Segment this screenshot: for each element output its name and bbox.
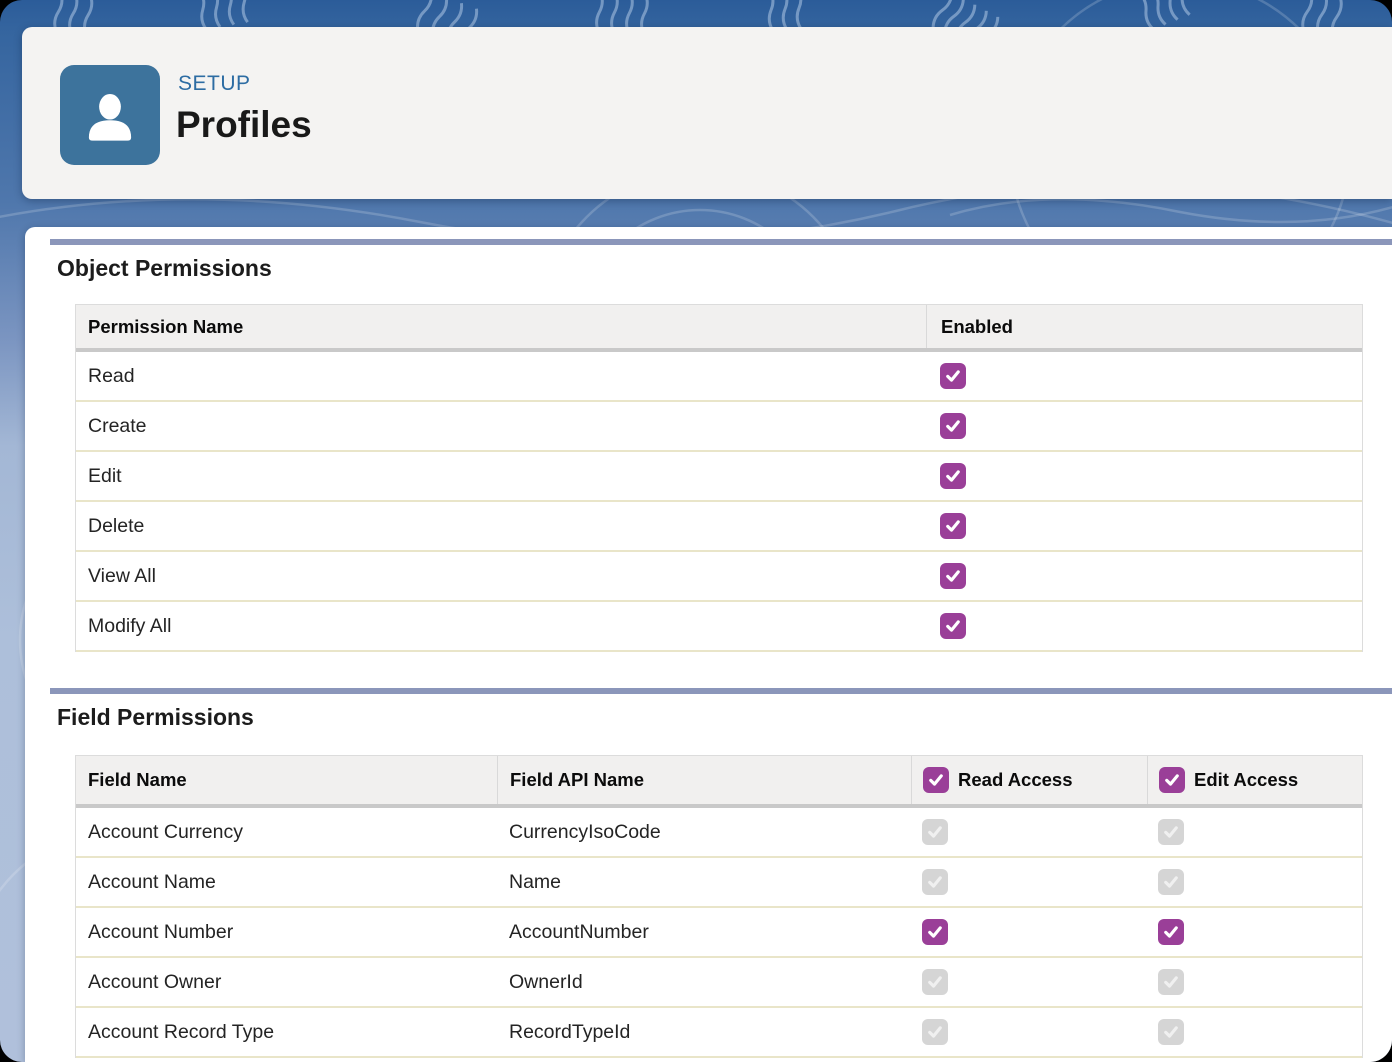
table-row: Account Record Type RecordTypeId [76,1008,1362,1058]
field-name-cell: Account Number [88,920,234,943]
edit-access-checkbox [1158,819,1184,845]
column-header-permission-name: Permission Name [88,315,244,337]
column-header-edit-access: Edit Access [1147,756,1362,804]
table-header-row: Field Name Field API Name Read Access Ed… [76,756,1362,808]
field-api-name-cell: AccountNumber [509,920,649,943]
checkbox-read-enabled[interactable] [940,363,966,389]
user-icon [60,65,160,165]
field-api-name-cell: CurrencyIsoCode [509,820,661,843]
read-access-checkbox[interactable] [922,919,948,945]
select-all-edit-access-checkbox[interactable] [1159,767,1185,793]
read-access-checkbox [922,819,948,845]
section-title-field-permissions: Field Permissions [57,704,254,730]
read-access-checkbox [922,869,948,895]
checkbox-delete-enabled[interactable] [940,513,966,539]
checkbox-create-enabled[interactable] [940,413,966,439]
table-row: Edit [76,452,1362,502]
table-row: Account Number AccountNumber [76,908,1362,958]
field-api-name-cell: Name [509,870,562,893]
permission-name-cell: Read [88,364,135,387]
table-row: Modify All [76,602,1362,652]
read-access-checkbox [922,969,948,995]
content-panel: Object Permissions Permission Name Enabl… [25,227,1392,1062]
edit-access-checkbox [1158,969,1184,995]
column-header-field-api-name: Field API Name [497,756,911,804]
table-row: Delete [76,502,1362,552]
table-header-row: Permission Name Enabled [76,305,1362,352]
field-name-cell: Account Record Type [88,1020,275,1043]
read-access-checkbox [922,1019,948,1045]
field-api-name-cell: OwnerId [509,970,583,993]
permission-name-cell: Modify All [88,614,172,637]
field-name-cell: Account Owner [88,970,222,993]
field-name-cell: Account Currency [88,820,243,843]
permission-name-cell: Edit [88,464,122,487]
field-name-cell: Account Name [88,870,216,893]
edit-access-checkbox [1158,1019,1184,1045]
page-header: SETUP Profiles [22,27,1392,199]
column-header-read-access: Read Access [911,756,1147,804]
select-all-read-access-checkbox[interactable] [923,767,949,793]
permission-name-cell: Create [88,414,147,437]
table-row: Create [76,402,1362,452]
column-header-field-name: Field Name [88,769,187,790]
checkbox-modify-all-enabled[interactable] [940,613,966,639]
section-title-object-permissions: Object Permissions [57,255,272,281]
table-row: Account Currency CurrencyIsoCode [76,808,1362,858]
field-api-name-cell: RecordTypeId [509,1020,631,1043]
edit-access-checkbox[interactable] [1158,919,1184,945]
checkbox-view-all-enabled[interactable] [940,563,966,589]
table-row: View All [76,552,1362,602]
field-permissions-table: Field Name Field API Name Read Access Ed… [75,755,1363,1058]
section-divider [50,239,1392,245]
object-permissions-table: Permission Name Enabled Read Create Edit… [75,304,1363,652]
page-title: Profiles [176,104,312,145]
table-row: Account Name Name [76,858,1362,908]
permission-name-cell: View All [88,564,156,587]
checkbox-edit-enabled[interactable] [940,463,966,489]
edit-access-checkbox [1158,869,1184,895]
setup-eyebrow: SETUP [178,72,251,95]
edit-access-label: Edit Access [1194,769,1299,790]
read-access-label: Read Access [958,769,1073,790]
section-divider [50,688,1392,694]
table-row: Account Owner OwnerId [76,958,1362,1008]
permission-name-cell: Delete [88,514,145,537]
table-row: Read [76,352,1362,402]
column-header-enabled: Enabled [926,305,1362,348]
